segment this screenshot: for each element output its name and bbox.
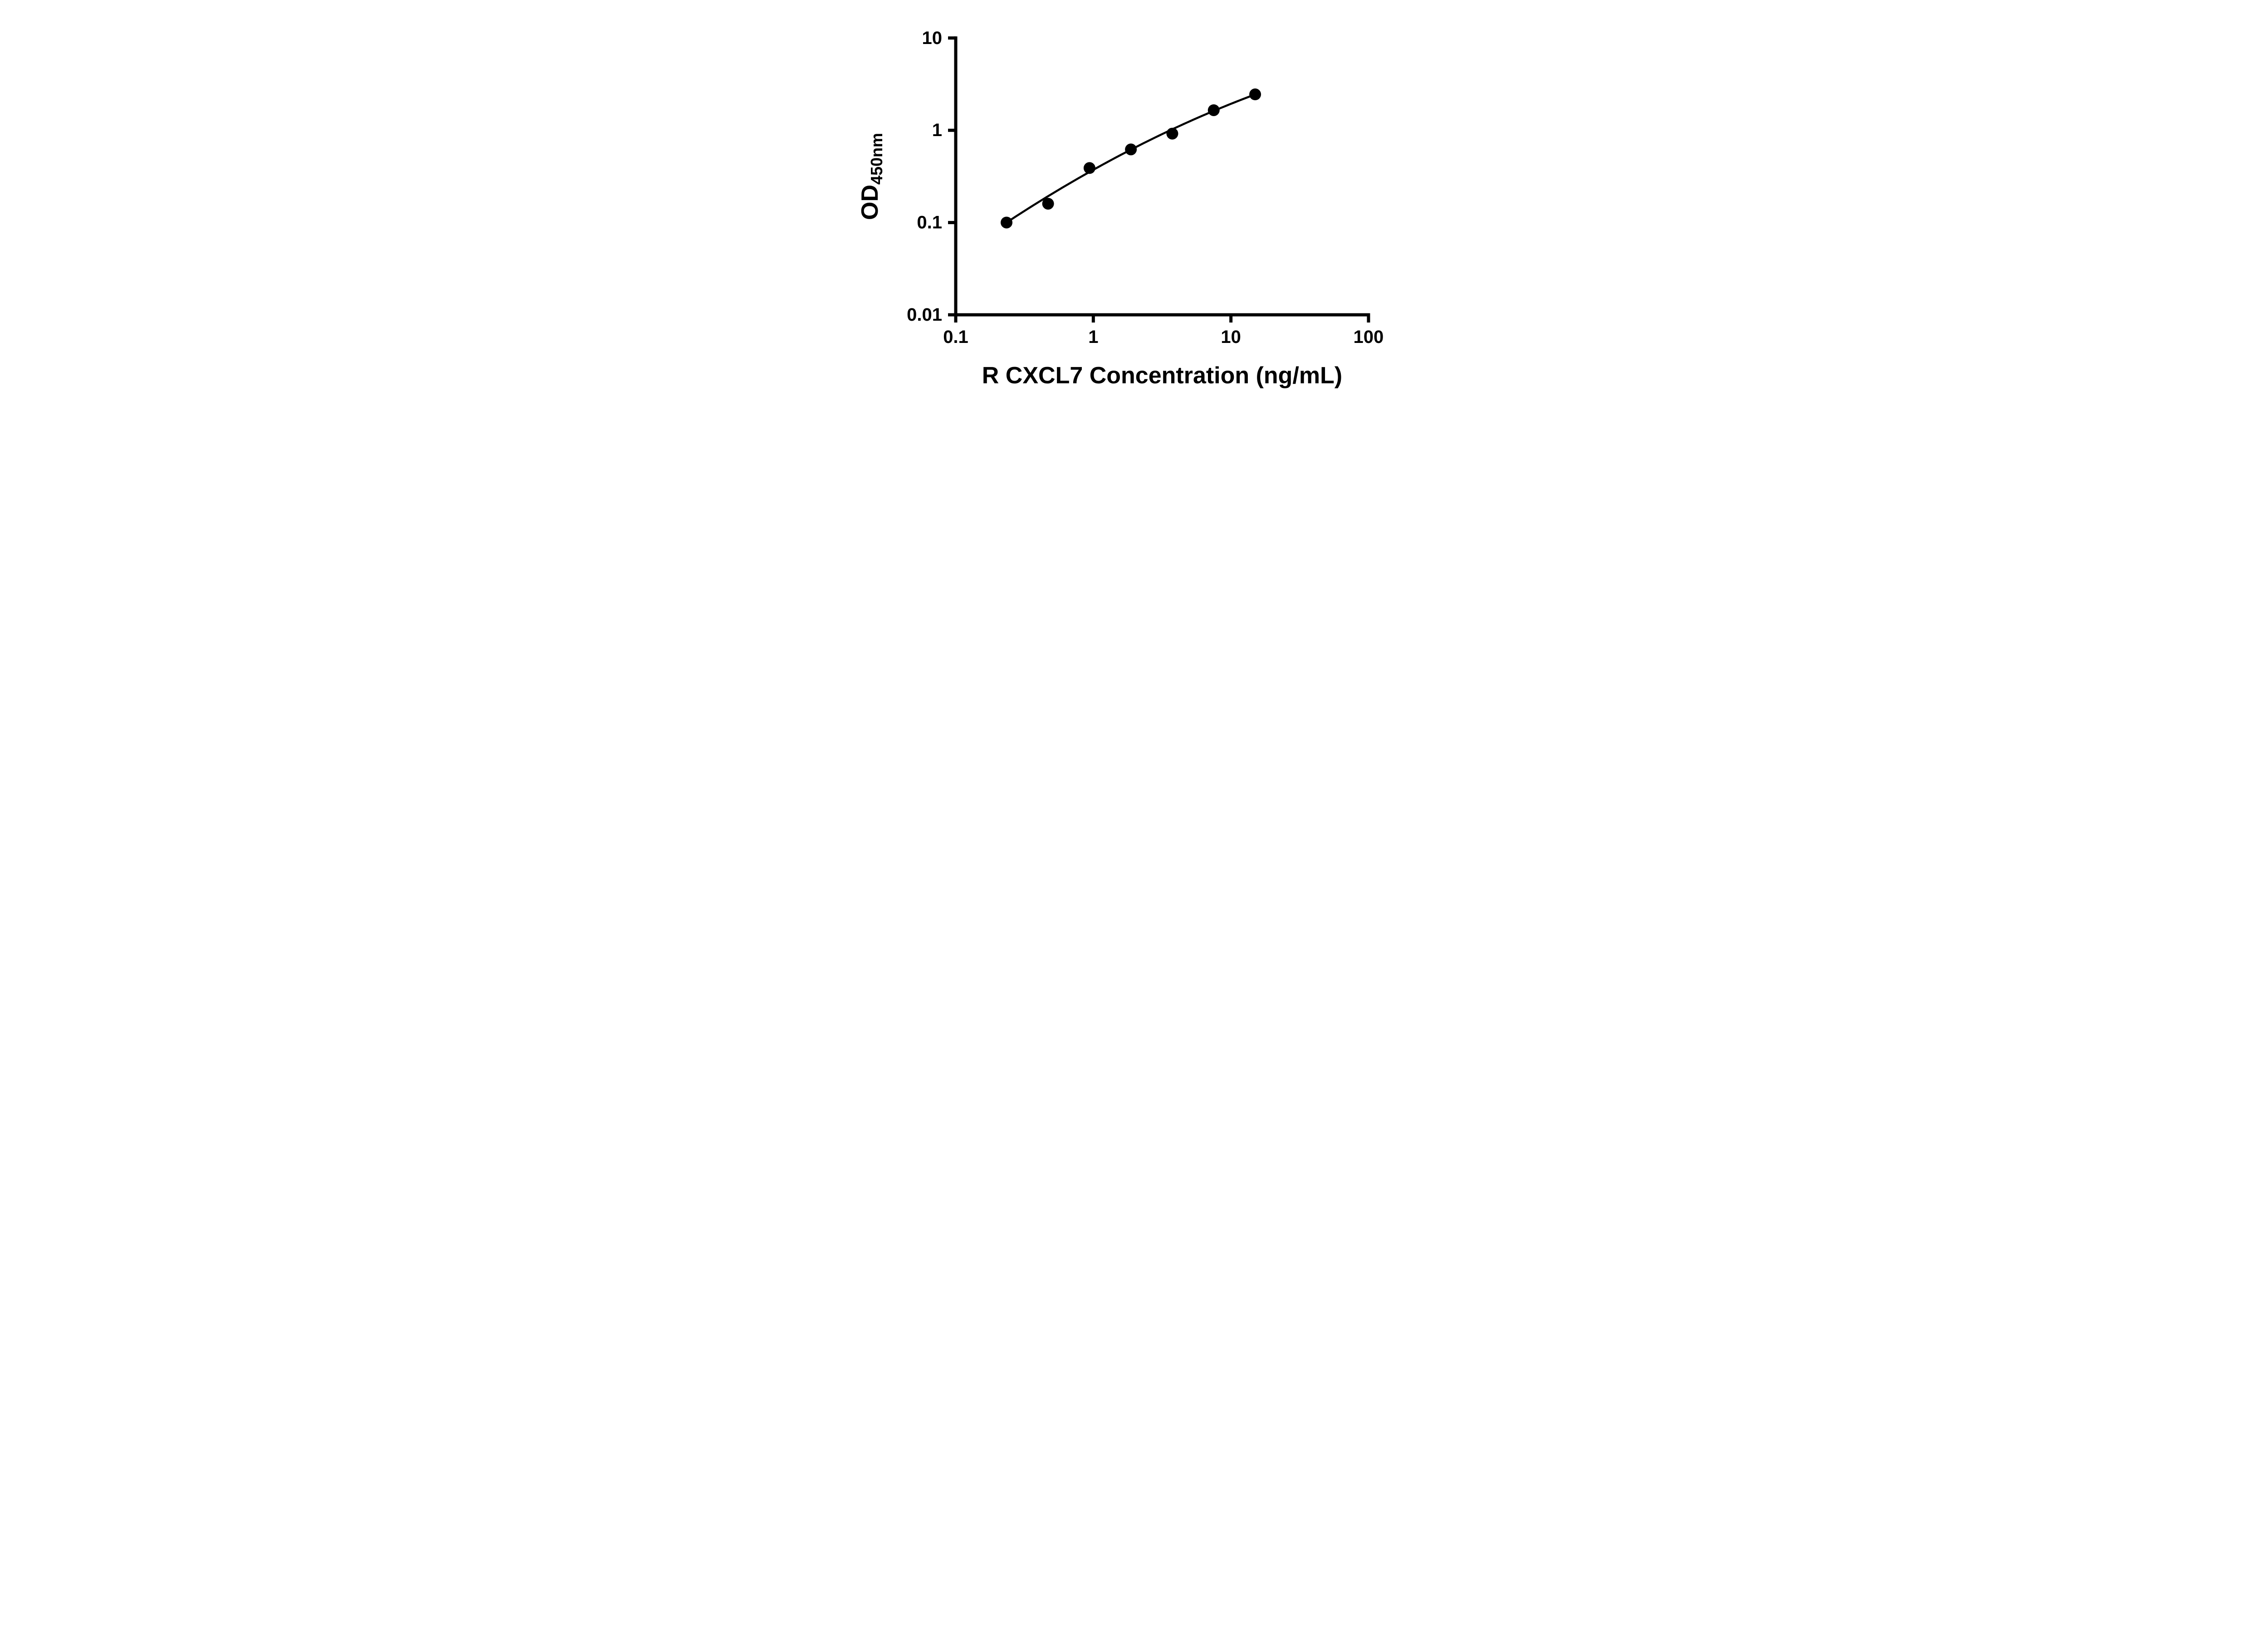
data-point (1042, 198, 1054, 210)
data-point (1249, 88, 1261, 101)
y-axis-tick-label: 0.01 (907, 305, 942, 325)
data-point (1207, 104, 1220, 116)
x-axis-tick-label: 0.1 (943, 327, 968, 347)
data-point (1001, 216, 1012, 229)
y-axis-tick-label: 10 (922, 28, 943, 48)
data-point (1166, 127, 1178, 140)
standard-curve-figure: OD450nm R CXCL7 Concentration (ng/mL) 0.… (842, 0, 1426, 408)
axes-frame (954, 36, 1370, 317)
chart-figure: OD450nm R CXCL7 Concentration (ng/mL) 0.… (842, 0, 1426, 408)
y-axis-tick-label: 1 (932, 120, 942, 140)
x-axis-tick-label: 1 (1088, 327, 1098, 347)
y-axis-title-sub: 450nm (867, 133, 886, 185)
data-point (1125, 143, 1137, 156)
standard-curve-plot: OD450nm R CXCL7 Concentration (ng/mL) 0.… (842, 0, 1426, 408)
x-axis-tick-label: 100 (1354, 327, 1384, 347)
y-axis-title: OD450nm (857, 133, 886, 220)
x-axis-tick-label: 10 (1221, 327, 1241, 347)
x-axis-title: R CXCL7 Concentration (ng/mL) (982, 362, 1342, 389)
data-point (1083, 162, 1095, 174)
y-axis-title-main: OD (857, 185, 883, 220)
y-axis-tick-label: 0.1 (917, 213, 942, 233)
